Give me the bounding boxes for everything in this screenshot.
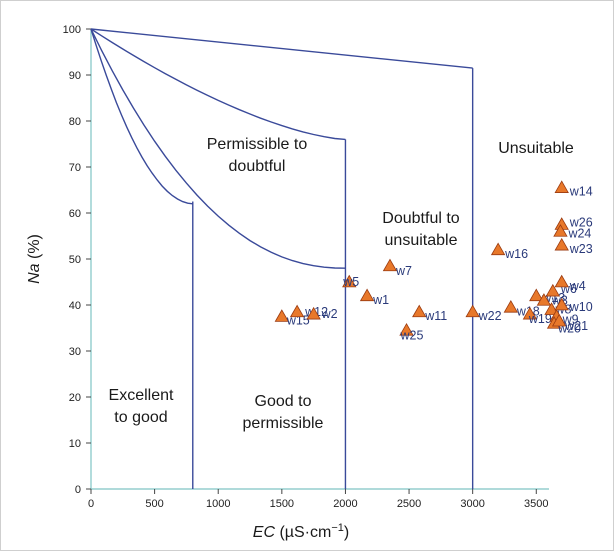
data-point-marker xyxy=(545,283,561,297)
y-tick-label: 10 xyxy=(69,438,81,450)
data-point-label: w10 xyxy=(569,300,593,314)
y-tick-label: 70 xyxy=(69,162,81,174)
y-tick-label: 20 xyxy=(69,392,81,404)
y-tick-label: 50 xyxy=(69,254,81,266)
data-point-marker xyxy=(490,242,506,256)
y-tick-label: 60 xyxy=(69,208,81,220)
data-point-marker xyxy=(399,322,414,336)
data-point-label: w25 xyxy=(400,328,424,342)
data-point-marker xyxy=(306,306,321,320)
y-tick-label: 0 xyxy=(75,484,81,496)
y-tick-label: 90 xyxy=(69,70,81,82)
data-point-marker xyxy=(544,302,559,315)
data-point-label: w9 xyxy=(562,313,579,327)
data-point-marker xyxy=(522,306,538,320)
data-point-label: w24 xyxy=(567,226,591,240)
data-point-label: w1 xyxy=(372,293,389,307)
data-point-label: w11 xyxy=(424,309,447,323)
data-point-marker xyxy=(554,237,569,251)
x-tick-label: 2000 xyxy=(333,498,357,510)
zone-label: Excellent xyxy=(109,387,174,404)
data-point-marker xyxy=(529,288,544,302)
x-tick-label: 3000 xyxy=(460,498,484,510)
data-point-marker xyxy=(554,180,569,193)
data-point-marker xyxy=(536,293,552,306)
data-point-label: w23 xyxy=(569,242,593,256)
zone-label: to good xyxy=(114,409,167,426)
data-point-label: w2 xyxy=(321,307,338,321)
x-axis-title: EC (µS·cm−1) xyxy=(253,522,349,541)
y-tick-label: 100 xyxy=(63,24,81,36)
zone-label: permissible xyxy=(243,415,324,432)
data-point-marker xyxy=(553,224,568,237)
data-point-label: w7 xyxy=(395,264,412,278)
boundary-line-doubtful xyxy=(90,28,473,69)
data-point-label: w16 xyxy=(504,247,528,261)
data-point-marker xyxy=(551,313,567,327)
zone-label: Unsuitable xyxy=(498,140,574,157)
data-point-label: w19 xyxy=(528,312,552,326)
boundary-curve-excellent xyxy=(90,28,193,205)
data-point-marker xyxy=(412,304,427,318)
data-point-label: w26 xyxy=(569,216,593,230)
data-point-marker xyxy=(342,274,357,288)
zone-label: Permissible to xyxy=(207,136,308,153)
data-point-label: w4 xyxy=(569,279,586,293)
data-point-marker xyxy=(503,299,519,313)
data-point-marker xyxy=(554,297,569,311)
zone-label: unsuitable xyxy=(385,232,458,249)
boundary-curve-good xyxy=(90,28,346,269)
data-point-marker xyxy=(465,304,480,318)
data-point-label: w21 xyxy=(564,319,588,333)
data-point-label: w5 xyxy=(342,275,359,289)
x-tick-label: 1500 xyxy=(270,498,294,510)
y-axis-title: Na (%) xyxy=(26,234,43,284)
x-tick-label: 1000 xyxy=(206,498,230,510)
x-tick-label: 3500 xyxy=(524,498,548,510)
zone-label: Doubtful to xyxy=(382,210,459,227)
zone-label: doubtful xyxy=(229,158,286,175)
data-point-marker xyxy=(359,288,375,302)
data-point-marker xyxy=(554,274,569,288)
boundary-curve-permissible xyxy=(90,28,346,141)
x-tick-label: 2500 xyxy=(397,498,421,510)
data-point-label: w14 xyxy=(569,185,593,199)
data-point-label: w22 xyxy=(478,309,502,323)
zone-label: Good to xyxy=(255,393,312,410)
x-tick-label: 0 xyxy=(88,498,94,510)
y-tick-label: 80 xyxy=(69,116,81,128)
x-tick-label: 500 xyxy=(145,498,163,510)
data-point-marker xyxy=(289,304,305,318)
data-point-marker xyxy=(382,258,398,272)
data-point-marker xyxy=(274,309,290,322)
y-tick-label: 30 xyxy=(69,346,81,358)
y-tick-label: 40 xyxy=(69,300,81,312)
